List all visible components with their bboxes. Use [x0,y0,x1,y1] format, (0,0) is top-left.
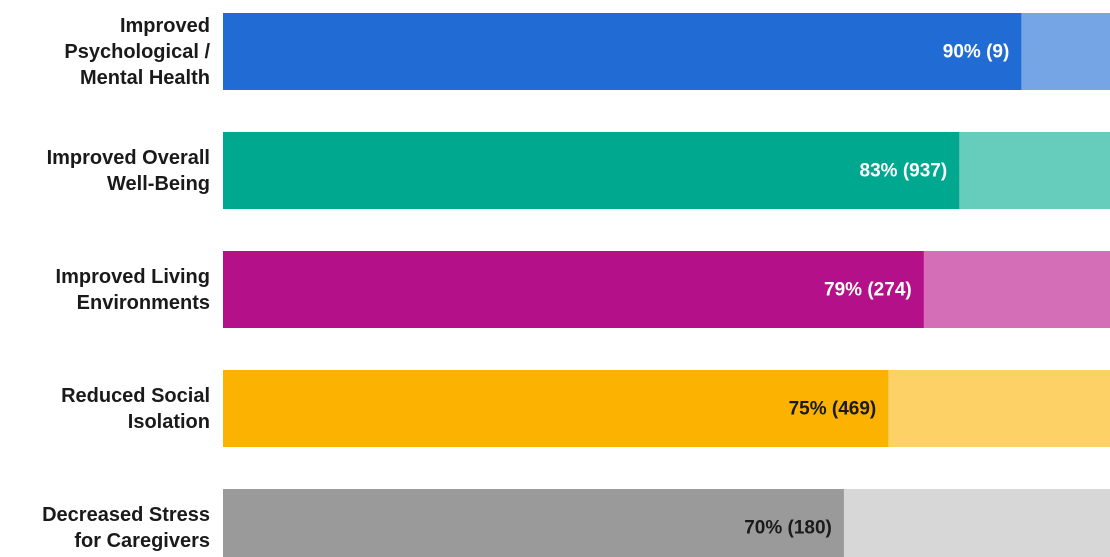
bar [223,370,889,447]
value-label: 90% (9) [943,42,1010,63]
value-label: 75% (469) [789,399,877,420]
bar [223,13,1022,90]
bar [223,132,960,209]
bar [223,489,844,557]
category-label: Reduced Social Isolation [61,384,210,433]
value-label: 79% (274) [824,280,912,301]
category-label: Decreased Stress for Caregivers [42,503,210,552]
value-label: 83% (937) [860,161,948,182]
value-label: 70% (180) [744,518,832,539]
category-label: Improved Psychological / Mental Health [64,14,210,89]
category-label: Improved Living Environments [55,265,210,314]
category-label: Improved Overall Well-Being [46,146,210,195]
bar [223,251,924,328]
